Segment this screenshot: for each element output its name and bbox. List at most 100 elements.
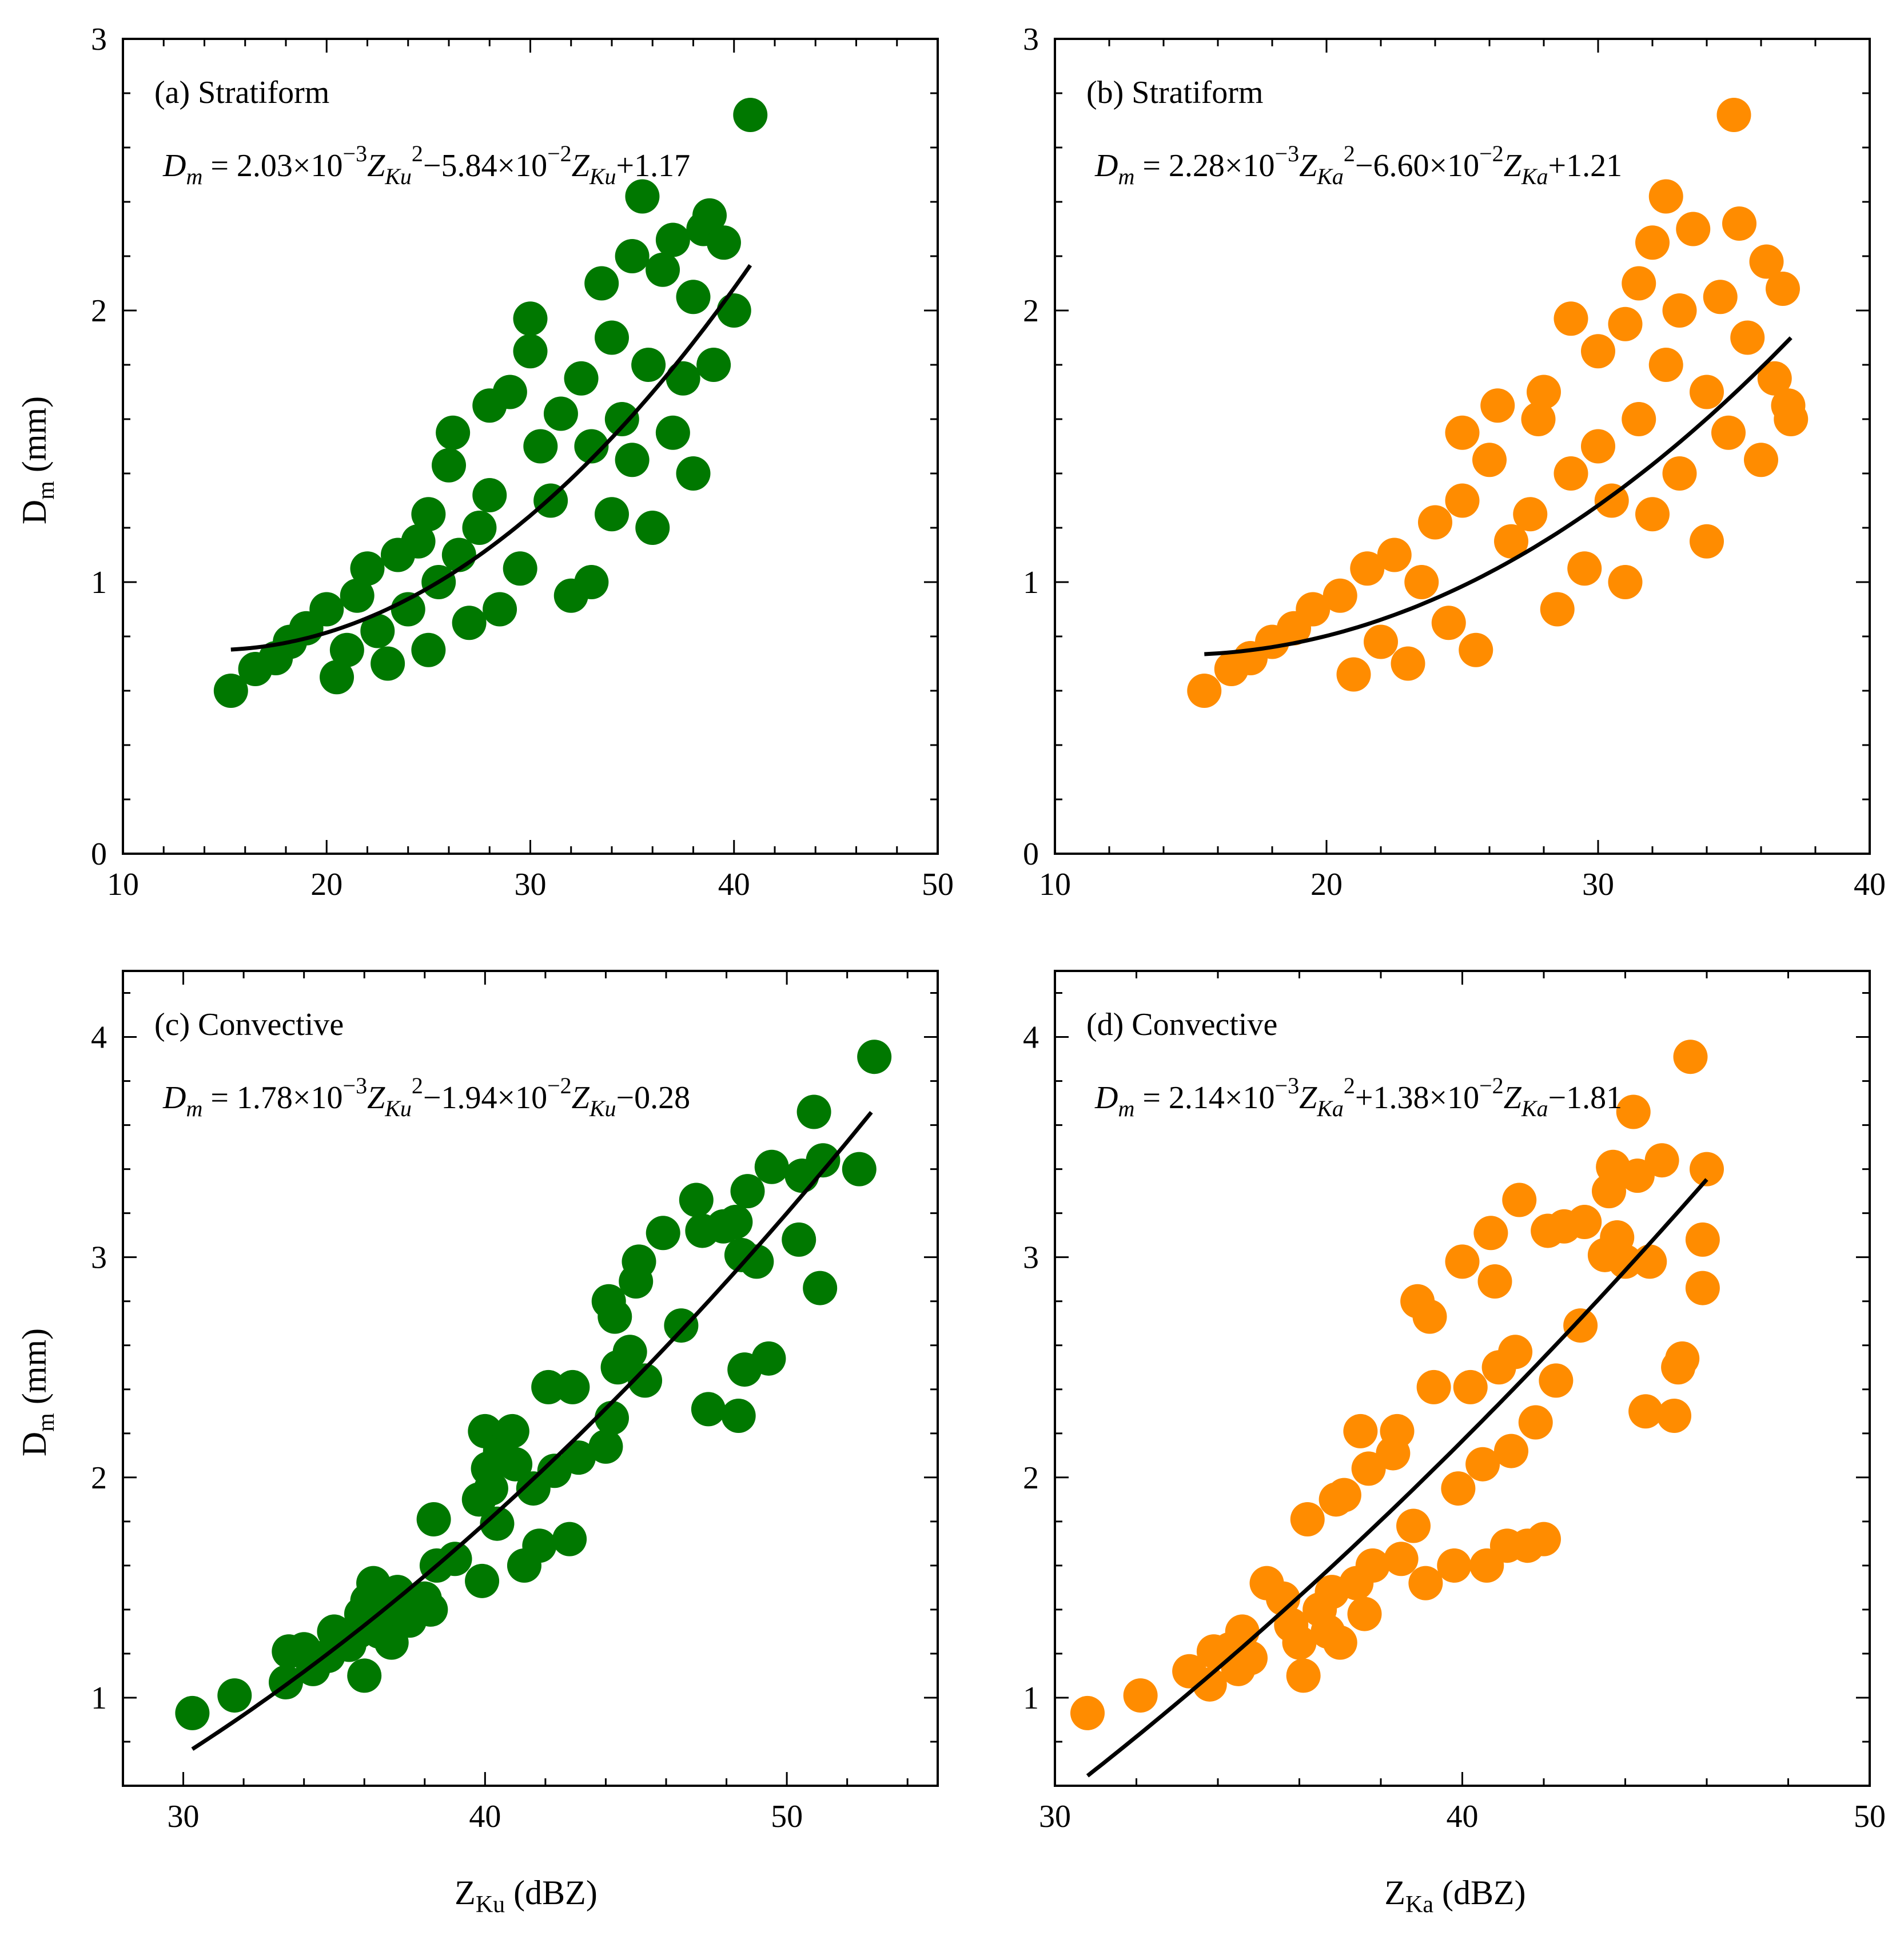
data-point [1377,537,1412,572]
data-point [739,1244,774,1279]
data-point [1594,483,1629,518]
data-point [1431,606,1466,640]
data-point [483,592,517,627]
x-tick-label: 20 [310,867,342,902]
data-point [1673,1040,1708,1074]
fit-equation: Dm = 2.28×10−3ZKa2−6.60×10−2ZKa+1.21 [1094,141,1622,189]
data-point [432,448,466,483]
data-point [1445,415,1480,450]
data-point [465,1563,500,1598]
data-point [1730,320,1765,355]
scatter-points [1187,98,1809,708]
data-point [360,614,395,648]
y-axis-label-bottom: Dm (mm) [15,1328,59,1456]
y-tick-label: 1 [91,1681,107,1716]
data-point [1480,388,1515,423]
data-point [555,1369,590,1404]
data-point [1608,565,1643,599]
data-point [595,497,629,532]
data-point [1437,1548,1472,1583]
data-point [1518,1405,1553,1440]
data-point [1391,646,1425,681]
data-point [676,280,711,314]
data-point [495,1414,529,1448]
data-point [1766,272,1800,306]
data-point [1527,1522,1561,1556]
data-point [692,198,727,233]
data-point [1494,524,1528,559]
data-point [574,565,609,599]
data-point [679,1182,714,1217]
x-tick-label: 30 [168,1799,200,1834]
data-point [625,179,660,214]
data-point [631,348,666,382]
data-point [1296,592,1331,627]
y-tick-label: 1 [1023,1681,1039,1716]
data-point [1351,1451,1386,1486]
data-point [1628,1394,1663,1429]
data-point [1581,334,1615,369]
data-point [1622,402,1656,436]
data-point [628,1363,663,1398]
data-point [1608,306,1643,341]
data-point [1465,1447,1500,1482]
data-point [1416,1369,1451,1404]
data-point [1635,497,1670,532]
y-axis-label-top: Dm (mm) [15,396,59,524]
data-point [696,348,731,382]
data-point [1513,497,1548,532]
panel-c-convective-ku: 30 40 50 1 2 3 4 (c) Convective Dm = 1.78×10−3ZK… [91,970,939,1834]
data-point [213,674,248,708]
data-point [1498,1335,1533,1369]
data-point [329,632,364,667]
data-point [543,396,578,431]
data-point [1644,1143,1679,1178]
axis-ticks [1054,971,1871,1787]
data-point [531,1369,566,1404]
data-point [646,252,680,287]
data-point [730,1174,765,1209]
y-tick-label: 4 [1023,1020,1039,1056]
data-point [664,1308,699,1343]
data-point [1123,1678,1158,1713]
axis-ticks [122,971,938,1787]
data-point [552,1522,587,1556]
data-point [1418,505,1452,540]
x-tick-label: 20 [1311,867,1343,902]
x-tick-label: 30 [515,867,547,902]
plot-frame [1054,38,1871,855]
data-point [584,266,619,301]
y-tick-label: 3 [91,22,107,57]
data-point [175,1695,210,1730]
data-point [1662,293,1697,328]
data-point [751,1341,786,1376]
data-point [498,1447,533,1482]
data-point [1685,1222,1720,1257]
data-point [706,225,741,260]
x-axis-label-ku: ZKu (dBZ) [455,1874,598,1918]
data-point [411,497,446,532]
data-point [1380,1414,1415,1448]
data-point [561,1440,596,1475]
data-point [1757,361,1792,396]
data-point [1774,402,1809,436]
data-point [691,1392,726,1427]
data-point [796,1094,831,1129]
data-point [1554,456,1588,491]
data-point [401,524,436,559]
data-point [1336,657,1371,692]
scatter-points [175,1040,892,1730]
data-point [622,1244,656,1279]
data-point [1608,1244,1643,1279]
data-point [1441,1471,1476,1506]
data-point [1396,1508,1431,1543]
x-tick-label: 50 [1854,1799,1886,1834]
data-point [1290,1502,1325,1536]
data-point [612,1335,647,1369]
data-point [655,415,690,450]
data-point [347,1658,382,1693]
data-point [1350,551,1385,586]
panel-title: (c) Convective [154,1007,344,1042]
x-tick-label: 50 [922,867,954,902]
